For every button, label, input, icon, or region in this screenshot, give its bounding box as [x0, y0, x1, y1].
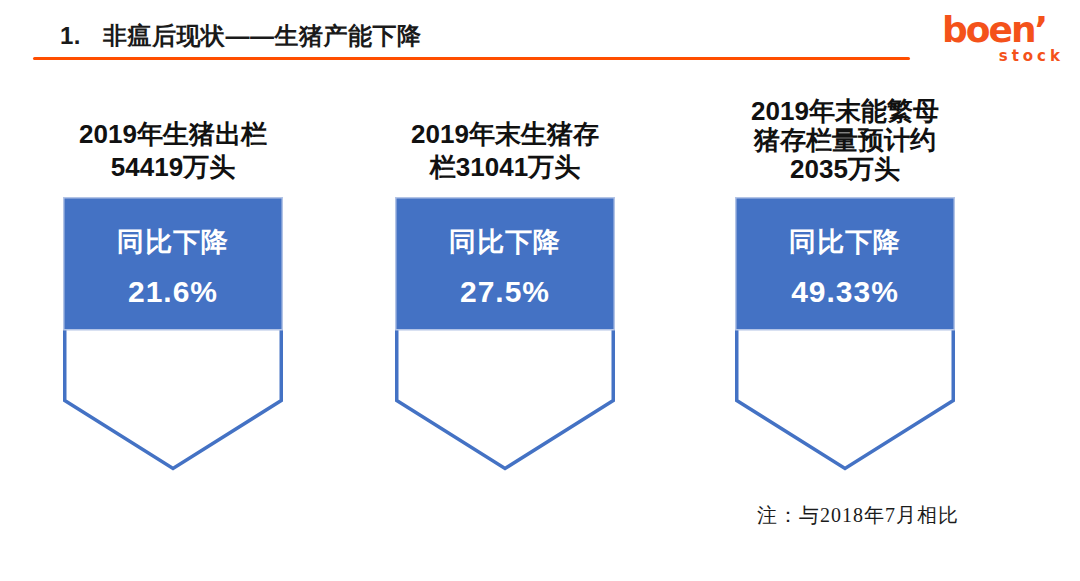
logo-wordmark: boen’ [942, 12, 1064, 48]
banner-value: 27.5% [395, 275, 615, 309]
stat-column-slaughter: 2019年生猪出栏 54419万头 同比下降 21.6% [63, 0, 283, 581]
banner-label: 同比下降 [63, 224, 283, 260]
logo-subtitle: stock [942, 49, 1064, 64]
footnote: 注：与2018年7月相比 [757, 502, 959, 529]
pennant-text: 同比下降 21.6% [63, 197, 283, 309]
pennant-banner: 同比下降 27.5% [395, 197, 615, 473]
pennant-text: 同比下降 49.33% [735, 197, 955, 309]
stat-column-sows: 2019年末能繁母 猪存栏量预计约 2035万头 同比下降 49.33% [735, 0, 955, 581]
banner-label: 同比下降 [735, 224, 955, 260]
banner-value: 21.6% [63, 275, 283, 309]
pennant-banner: 同比下降 49.33% [735, 197, 955, 473]
column-header: 2019年末生猪存 栏31041万头 [365, 84, 645, 184]
banner-label: 同比下降 [395, 224, 615, 260]
banner-value: 49.33% [735, 275, 955, 309]
column-header: 2019年末能繁母 猪存栏量预计约 2035万头 [705, 84, 985, 184]
slide: 1. 非瘟后现状——生猪产能下降 boen’ stock 2019年生猪出栏 5… [0, 0, 1080, 581]
column-header: 2019年生猪出栏 54419万头 [33, 84, 313, 184]
stat-column-inventory: 2019年末生猪存 栏31041万头 同比下降 27.5% [395, 0, 615, 581]
logo: boen’ stock [942, 12, 1064, 64]
pennant-text: 同比下降 27.5% [395, 197, 615, 309]
pennant-banner: 同比下降 21.6% [63, 197, 283, 473]
